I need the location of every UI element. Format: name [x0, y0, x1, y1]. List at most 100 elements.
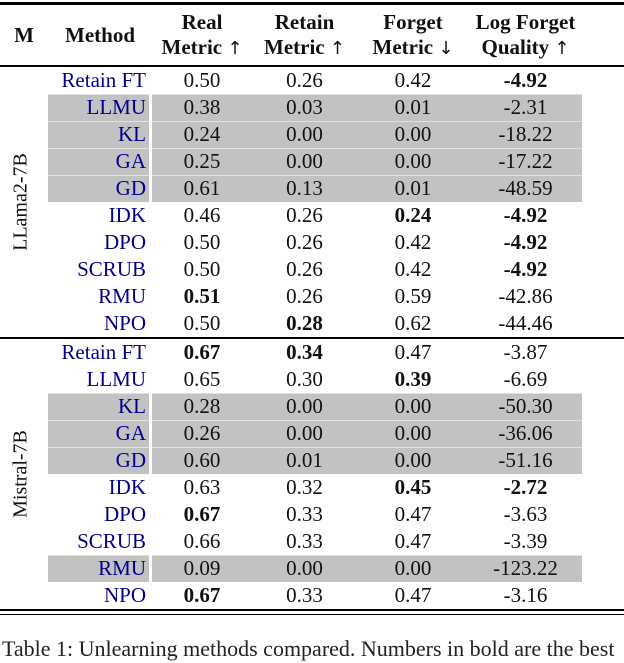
cell-forget-metric: 0.01	[357, 175, 469, 202]
cell-forget-metric: 0.00	[357, 148, 469, 175]
method-name: SCRUB	[77, 257, 146, 281]
table-row: KL 0.24 0.00 0.00 -18.22	[0, 121, 624, 148]
method-name: GD	[48, 175, 152, 202]
header-forget-metric-column: Forget Metric ↓	[357, 5, 469, 65]
header-log-forget-quality-column: Log Forget Quality ↑	[469, 5, 582, 65]
header-rule	[0, 65, 624, 67]
table-row: NPO 0.50 0.28 0.62 -44.46	[0, 310, 624, 337]
cell-real-metric: 0.24	[152, 121, 252, 148]
cell-retain-metric: 0.30	[286, 367, 323, 391]
method-name: GD	[48, 447, 152, 474]
cell-retain-metric: 0.00	[252, 420, 357, 447]
model-group: Mistral-7B Retain FT 0.67 0.34 0.47 -3.8…	[0, 339, 624, 609]
cell-log-forget-quality: -2.31	[469, 94, 582, 121]
cell-real-metric: 0.67	[183, 502, 221, 526]
model-column-spacer	[0, 555, 48, 582]
cell-retain-metric: 0.26	[286, 203, 323, 227]
up-arrow-icon: ↑	[554, 37, 570, 59]
header-forget-line1: Forget	[383, 9, 443, 34]
model-column-spacer	[0, 393, 48, 420]
cell-forget-metric: 0.00	[357, 555, 469, 582]
table-row: Retain FT 0.67 0.34 0.47 -3.87	[0, 339, 624, 366]
cell-log-forget-quality: -3.87	[503, 340, 548, 364]
cell-retain-metric: 0.00	[252, 393, 357, 420]
cell-real-metric: 0.61	[152, 175, 252, 202]
cell-retain-metric: 0.13	[252, 175, 357, 202]
cell-real-metric: 0.50	[183, 230, 221, 254]
cell-forget-metric: 0.47	[394, 502, 432, 526]
model-label: LLama2-7B	[9, 153, 32, 251]
cell-forget-metric: 0.47	[394, 340, 432, 364]
table-caption: Table 1: Unlearning methods compared. Nu…	[2, 636, 615, 661]
cell-retain-metric: 0.00	[252, 555, 357, 582]
cell-log-forget-quality: -18.22	[469, 121, 582, 148]
cell-forget-metric: 0.45	[394, 475, 432, 499]
header-model-column: M	[0, 5, 48, 65]
cell-forget-metric: 0.42	[394, 230, 432, 254]
table-bottom-rule-inner	[0, 614, 624, 615]
cell-log-forget-quality: -2.72	[503, 475, 548, 499]
table-row: GD 0.61 0.13 0.01 -48.59	[0, 175, 624, 202]
method-name: NPO	[103, 311, 146, 335]
table-row: DPO 0.67 0.33 0.47 -3.63	[0, 501, 624, 528]
cell-retain-metric: 0.34	[286, 340, 323, 364]
cell-real-metric: 0.50	[183, 311, 221, 335]
cell-log-forget-quality: -4.92	[503, 203, 548, 227]
cell-log-forget-quality: -3.39	[503, 529, 548, 553]
header-lfq-line1: Log Forget	[475, 9, 576, 34]
table-row: Retain FT 0.50 0.26 0.42 -4.92	[0, 67, 624, 94]
cell-log-forget-quality: -17.22	[469, 148, 582, 175]
header-retain-line1: Retain	[274, 9, 335, 34]
header-retain-line2: Metric ↑	[264, 34, 345, 59]
table-row: IDK 0.46 0.26 0.24 -4.92	[0, 202, 624, 229]
cell-log-forget-quality: -4.92	[503, 230, 548, 254]
cell-log-forget-quality: -51.16	[469, 447, 582, 474]
header-method-column: Method	[48, 5, 152, 65]
cell-real-metric: 0.25	[152, 148, 252, 175]
cell-real-metric: 0.63	[183, 475, 221, 499]
header-real-metric-column: Real Metric ↑	[152, 5, 252, 65]
model-column-spacer	[0, 339, 48, 366]
cell-retain-metric: 0.26	[286, 257, 323, 281]
cell-log-forget-quality: -4.92	[503, 68, 548, 92]
table-row: LLMU 0.65 0.30 0.39 -6.69	[0, 366, 624, 393]
table-row: SCRUB 0.50 0.26 0.42 -4.92	[0, 256, 624, 283]
model-column-spacer	[0, 283, 48, 310]
cell-real-metric: 0.60	[152, 447, 252, 474]
model-group: LLama2-7B Retain FT 0.50 0.26 0.42 -4.92…	[0, 67, 624, 337]
cell-forget-metric: 0.01	[357, 94, 469, 121]
cell-forget-metric: 0.24	[394, 203, 432, 227]
method-name: KL	[48, 121, 152, 148]
cell-log-forget-quality: -42.86	[498, 284, 553, 308]
cell-log-forget-quality: -6.69	[503, 367, 548, 391]
cell-real-metric: 0.65	[183, 367, 221, 391]
table-top-rule	[0, 2, 624, 5]
cell-log-forget-quality: -4.92	[503, 257, 548, 281]
cell-forget-metric: 0.00	[357, 121, 469, 148]
cell-real-metric: 0.09	[152, 555, 252, 582]
method-name: IDK	[108, 475, 146, 499]
cell-real-metric: 0.50	[183, 68, 221, 92]
table-row: GA 0.26 0.00 0.00 -36.06	[0, 420, 624, 447]
cell-real-metric: 0.67	[183, 583, 221, 607]
header-real-line1: Real	[181, 9, 223, 34]
cell-real-metric: 0.28	[152, 393, 252, 420]
cell-retain-metric: 0.33	[286, 583, 323, 607]
table-row: KL 0.28 0.00 0.00 -50.30	[0, 393, 624, 420]
model-column-spacer	[0, 67, 48, 94]
table-row: LLMU 0.38 0.03 0.01 -2.31	[0, 94, 624, 121]
header-real-line2: Metric ↑	[161, 34, 243, 59]
model-column-spacer	[0, 366, 48, 393]
cell-retain-metric: 0.26	[286, 284, 323, 308]
cell-forget-metric: 0.00	[357, 420, 469, 447]
method-name: Retain FT	[61, 340, 146, 364]
cell-real-metric: 0.46	[183, 203, 221, 227]
cell-forget-metric: 0.59	[394, 284, 432, 308]
cell-forget-metric: 0.42	[394, 257, 432, 281]
cell-real-metric: 0.26	[152, 420, 252, 447]
method-name: DPO	[103, 502, 146, 526]
cell-retain-metric: 0.33	[286, 529, 323, 553]
model-column-spacer	[0, 256, 48, 283]
cell-retain-metric: 0.03	[252, 94, 357, 121]
model-column-spacer	[0, 528, 48, 555]
